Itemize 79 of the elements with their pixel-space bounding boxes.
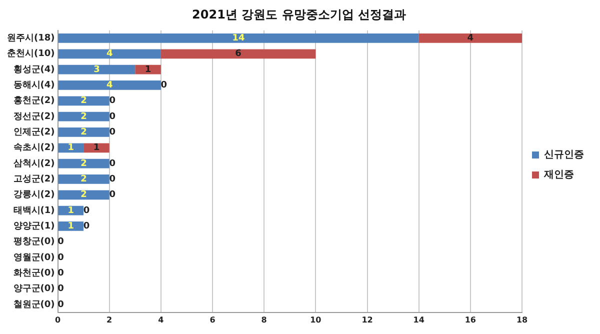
y-tick-label: 평창군(0) <box>13 237 55 248</box>
x-tick-label: 0 <box>54 315 61 324</box>
x-tick-label: 8 <box>261 315 268 324</box>
bar <box>418 34 522 43</box>
bar <box>58 158 110 168</box>
x-tick-label: 12 <box>362 315 373 324</box>
y-tick-label: 동해시(4) <box>13 80 55 91</box>
data-label: 1 <box>144 64 152 75</box>
y-tick-label: 삼척시(2) <box>13 158 55 169</box>
x-tick-label: 2 <box>106 315 112 324</box>
y-tick-label: 고성군(2) <box>13 174 55 185</box>
bar <box>58 80 161 90</box>
data-label: 3 <box>94 64 100 75</box>
legend-label: 재인증 <box>543 170 574 181</box>
data-label: 0 <box>58 237 64 248</box>
bar <box>58 222 84 231</box>
data-label: 0 <box>109 96 116 106</box>
data-label: 2 <box>80 112 87 122</box>
data-label: 4 <box>467 34 474 44</box>
data-label: 1 <box>93 143 100 154</box>
y-tick-label: 속초시(2) <box>13 143 55 154</box>
bar <box>58 190 110 200</box>
data-label: 2 <box>80 96 87 106</box>
data-label: 0 <box>109 158 116 169</box>
y-tick-label: 화천군(0) <box>13 268 55 279</box>
y-tick-label: 철원군(0) <box>13 300 55 310</box>
legend-label: 신규인증 <box>544 150 584 161</box>
x-tick-label: 4 <box>158 315 164 324</box>
data-label: 4 <box>106 80 113 91</box>
bar <box>58 143 84 153</box>
y-tick-label: 정선군(2) <box>13 112 55 122</box>
y-tick-label: 횡성군(4) <box>13 64 55 75</box>
bar <box>160 49 316 59</box>
bar <box>135 64 161 74</box>
data-label: 6 <box>235 49 242 60</box>
chart-title: 2021년 강원도 유망중소기업 선정결과 <box>192 7 406 22</box>
data-label: 4 <box>106 49 113 60</box>
data-label: 0 <box>109 174 116 185</box>
y-tick-label: 홍천군(2) <box>13 96 55 106</box>
bar <box>58 174 110 184</box>
bar <box>58 112 110 122</box>
data-label: 0 <box>83 206 90 216</box>
bar <box>58 64 136 74</box>
data-label: 0 <box>109 112 116 122</box>
data-label: 2 <box>80 190 87 200</box>
bar <box>84 143 110 153</box>
data-label: 0 <box>109 190 116 200</box>
data-label: 0 <box>109 128 116 138</box>
x-tick-label: 6 <box>210 315 216 324</box>
data-label: 1 <box>68 222 74 232</box>
data-label: 0 <box>58 268 64 279</box>
x-tick-label: 18 <box>516 315 528 324</box>
data-label: 0 <box>58 284 64 294</box>
bar <box>58 206 84 216</box>
y-tick-label: 강릉시(2) <box>13 190 55 200</box>
y-tick-label: 태백시(1) <box>13 206 55 216</box>
bar <box>58 96 110 106</box>
y-tick-label: 양구군(0) <box>13 284 55 294</box>
bar <box>58 34 419 43</box>
data-label: 1 <box>68 143 74 154</box>
y-tick-label: 인제군(2) <box>13 128 55 138</box>
y-tick-label: 양양군(1) <box>13 222 55 232</box>
data-label: 2 <box>80 128 87 138</box>
bar <box>58 128 110 137</box>
y-tick-label: 영월군(0) <box>13 252 55 263</box>
y-tick-label: 원주시(18) <box>6 34 55 44</box>
data-label: 2 <box>80 158 87 169</box>
data-label: 0 <box>83 222 90 232</box>
x-tick-label: 10 <box>310 315 322 324</box>
x-tick-label: 14 <box>413 315 425 324</box>
data-label: 0 <box>58 300 64 310</box>
bar <box>58 49 161 59</box>
data-label: 0 <box>58 252 64 263</box>
data-label: 0 <box>160 80 168 91</box>
y-tick-label: 춘천시(10) <box>6 48 55 60</box>
x-tick-label: 16 <box>464 315 476 324</box>
data-label: 2 <box>80 174 87 185</box>
data-label: 1 <box>68 206 74 216</box>
data-label: 14 <box>232 34 245 44</box>
